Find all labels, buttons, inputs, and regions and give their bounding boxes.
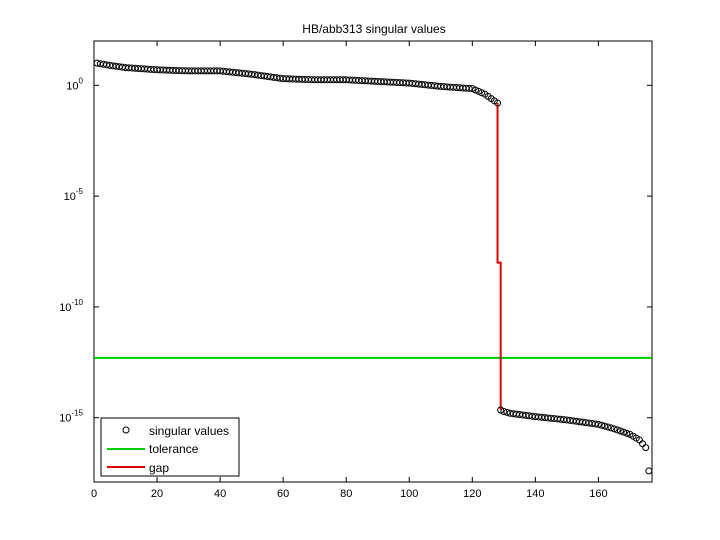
legend-label-singular-values: singular values [149, 424, 229, 438]
y-tick-label: 100 [66, 76, 83, 92]
chart-title: HB/abb313 singular values [302, 22, 445, 36]
singular-value-point [468, 85, 476, 93]
y-tick-label: 10-15 [59, 409, 83, 425]
x-tick-label: 120 [463, 488, 481, 500]
legend: singular values tolerance gap [100, 417, 240, 477]
singular-value-point [623, 429, 631, 437]
singular-value-point [478, 89, 486, 97]
x-tick-label: 40 [214, 488, 226, 500]
x-tick-label: 160 [589, 488, 607, 500]
singular-value-point [645, 467, 653, 475]
singular-value-point [610, 425, 618, 433]
gap-line [496, 103, 502, 410]
x-tick-label: 100 [400, 488, 418, 500]
singular-value-point [642, 444, 650, 452]
singular-value-point [594, 420, 602, 428]
x-tick-label: 0 [91, 488, 97, 500]
singular-value-point [494, 99, 502, 107]
x-tick-label: 80 [340, 488, 352, 500]
singular-value-point [607, 424, 615, 432]
singular-value-point [601, 422, 609, 430]
singular-value-point [465, 84, 473, 92]
x-tick-label: 140 [526, 488, 544, 500]
singular-value-point [475, 87, 483, 95]
legend-label-tolerance: tolerance [149, 442, 199, 456]
singular-value-point [598, 421, 606, 429]
x-tick-label: 20 [151, 488, 163, 500]
y-tick-label: 10-10 [59, 298, 83, 314]
singular-value-point [503, 408, 511, 416]
singular-value-point [613, 426, 621, 434]
plot-marks [93, 59, 653, 475]
y-tick-label: 10-5 [64, 187, 84, 203]
plot-area [93, 40, 653, 483]
singular-value-point [604, 423, 612, 431]
singular-value-point [500, 408, 508, 416]
singular-value-point [591, 420, 599, 428]
singular-value-point [471, 86, 479, 94]
x-tick-label: 60 [277, 488, 289, 500]
axis-ticks: 0 20 40 60 80 100 120 140 160 100 10-5 10-10 10-15 [59, 41, 652, 500]
singular-value-point [616, 427, 624, 435]
singular-value-point [620, 428, 628, 436]
legend-marker-singular-values [122, 426, 130, 434]
legend-label-gap: gap [149, 461, 169, 475]
